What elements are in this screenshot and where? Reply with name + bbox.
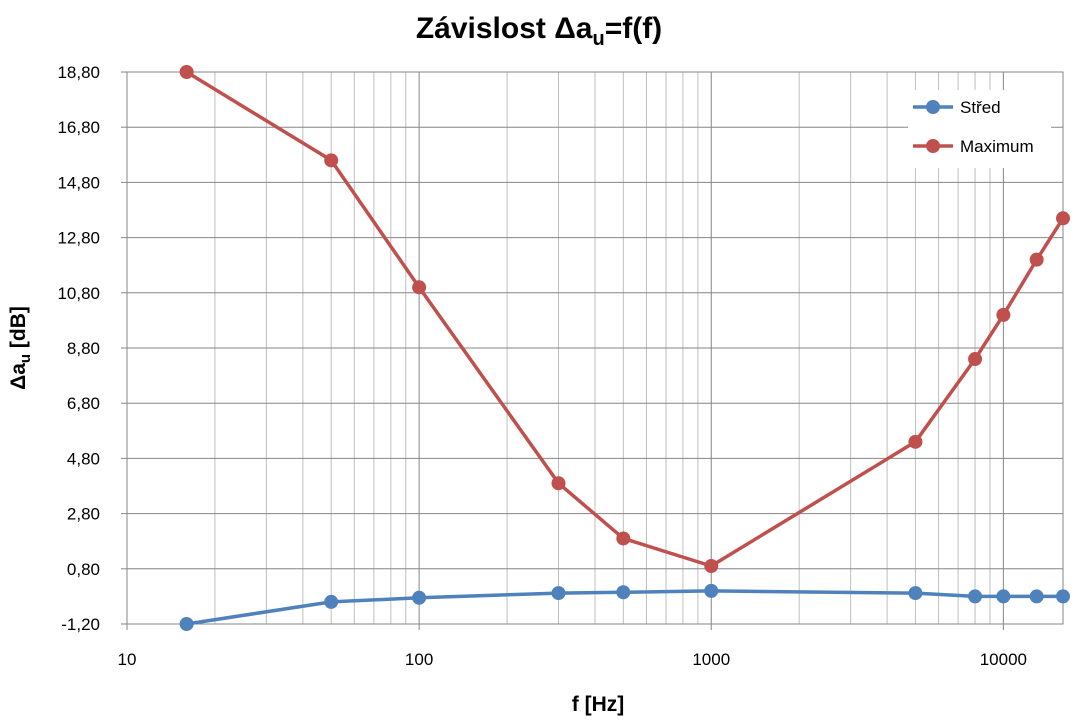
data-point-st-ed [324, 594, 339, 609]
data-point-maximum [1029, 252, 1044, 267]
legend-marker [926, 100, 940, 114]
data-point-maximum [1056, 211, 1070, 226]
y-axis-title: Δau [dB] [7, 306, 34, 390]
data-point-maximum [551, 476, 566, 491]
x-axis-title: f [Hz] [572, 693, 624, 716]
legend-label: Maximum [960, 137, 1034, 156]
chart-title: Závislost Δau=f(f) [416, 12, 662, 50]
chart-title-subscript: u [592, 28, 604, 50]
data-point-st-ed [551, 586, 566, 601]
data-point-maximum [616, 531, 631, 546]
y-axis-title-suffix: [dB] [7, 306, 30, 354]
x-tick-label: 1000 [692, 650, 730, 669]
x-tick-labels: 10 100 1000 10000 [118, 624, 1027, 669]
data-point-st-ed [616, 585, 631, 600]
y-tick-label: 6,80 [67, 394, 100, 413]
data-point-maximum [968, 352, 983, 367]
data-point-st-ed [908, 586, 923, 601]
data-point-st-ed [412, 590, 427, 605]
data-point-maximum [704, 559, 719, 574]
y-tick-label: 2,80 [67, 505, 100, 524]
y-tick-label: 4,80 [67, 449, 100, 468]
data-point-maximum [324, 153, 339, 168]
data-point-st-ed [996, 589, 1011, 604]
y-tick-label: 0,80 [67, 560, 100, 579]
y-tick-label: -1,20 [61, 615, 100, 634]
y-tick-label: 10,80 [57, 284, 100, 303]
data-point-maximum [996, 307, 1011, 322]
data-point-st-ed [179, 617, 194, 631]
data-point-st-ed [1029, 589, 1044, 604]
y-tick-label: 12,80 [57, 229, 100, 248]
x-tick-label: 10000 [980, 650, 1027, 669]
y-axis-title-subscript: u [17, 354, 34, 363]
y-tick-label: 8,80 [67, 339, 100, 358]
legend-marker [926, 139, 940, 153]
data-point-st-ed [704, 583, 719, 598]
data-point-st-ed [968, 589, 983, 604]
data-point-maximum [908, 434, 923, 449]
y-tick-label: 18,80 [57, 63, 100, 82]
y-tick-label: 14,80 [57, 173, 100, 192]
y-tick-label: 16,80 [57, 118, 100, 137]
data-point-maximum [179, 65, 194, 79]
data-point-st-ed [1056, 589, 1070, 604]
data-point-maximum [412, 280, 427, 295]
series [179, 65, 1070, 631]
x-tick-label: 100 [405, 650, 433, 669]
chart-title-suffix: =f(f) [605, 12, 662, 45]
legend: Střed Maximum [908, 90, 1051, 168]
x-tick-label: 10 [118, 650, 137, 669]
legend-label: Střed [960, 98, 1001, 117]
y-tick-labels: -1,20 0,80 2,80 4,80 6,80 8,80 10,80 12,80 14,80… [57, 63, 127, 634]
